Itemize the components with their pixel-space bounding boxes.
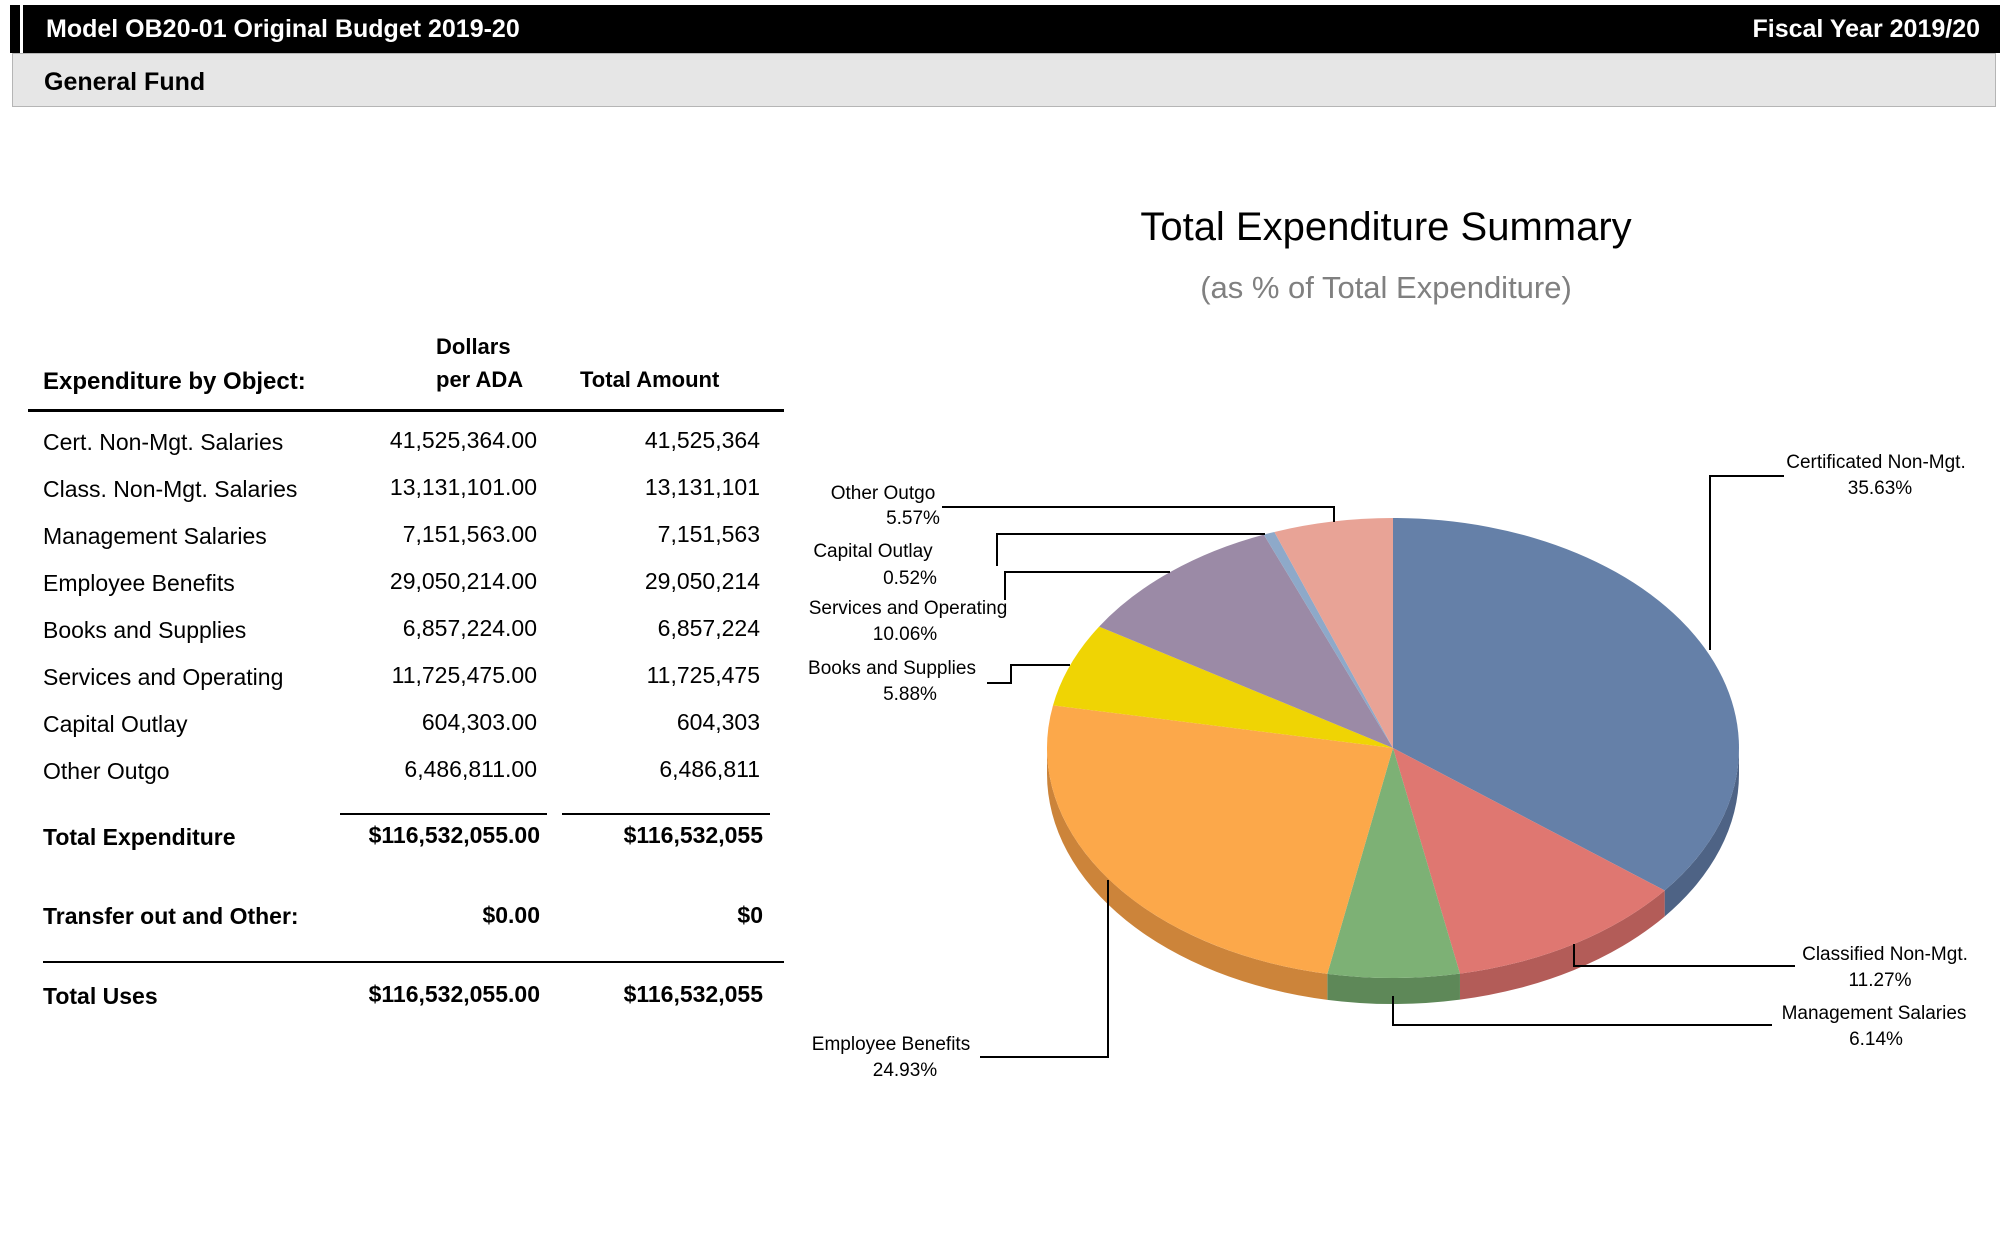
row-total: 6,486,811 [659,756,760,782]
row-label: Management Salaries [43,523,267,549]
column-header-total-amount: Total Amount [580,367,720,392]
pie-slice-percent-label: 11.27% [1848,970,1911,991]
leader-line [942,506,1335,522]
row-total: 7,151,563 [657,521,760,547]
pie-3d-sides [1047,748,1739,1004]
pie-slice-percent-label: 6.14% [1849,1029,1903,1050]
total-expenditure-label: Total Expenditure [43,824,236,850]
total-expenditure-total: $116,532,055 [623,822,763,848]
row-per-ada: 6,857,224.00 [402,615,537,641]
leader-line [1392,996,1772,1026]
pie-labels: Certificated Non-Mgt. 35.63% Classified No… [808,452,1968,1081]
pie-slice [1393,518,1739,891]
column-header-dollars: Dollars [436,334,511,359]
row-label: Class. Non-Mgt. Salaries [43,476,298,502]
total-uses-label: Total Uses [43,983,158,1009]
pie-slice-name-label: Certificated Non-Mgt. [1786,452,1966,473]
chart-subtitle: (as % of Total Expenditure) [1200,270,1572,305]
fund-name: General Fund [44,68,206,96]
leader-line [980,880,1109,1058]
row-total: 13,131,101 [644,474,760,500]
pie-slice-percent-label: 0.52% [883,568,937,589]
pie-slice-name-label: Services and Operating [809,598,1008,619]
pie-slice-side [1664,748,1739,917]
row-total: 29,050,214 [644,568,760,594]
row-per-ada: 7,151,563.00 [402,521,537,547]
pie-slice-percent-label: 35.63% [1848,478,1913,499]
leader-line [1709,475,1784,650]
fund-subheader-bar: General Fund [12,53,1996,107]
chart-title: Total Expenditure Summary [1140,205,1631,249]
row-per-ada: 29,050,214.00 [389,568,537,594]
total-expenditure-per-ada: $116,532,055.00 [368,822,540,848]
leader-line [1573,944,1795,967]
pie-slice-name-label: Capital Outlay [813,541,933,562]
pie-slice [1047,705,1393,974]
transfer-out-total: $0 [737,902,763,928]
leader-line [996,533,1265,566]
total-uses-divider [43,961,784,963]
pie-slice-percent-label: 5.57% [886,508,940,529]
pie-leader-lines [942,475,1795,1058]
pie-slice [1327,748,1460,978]
pie-slice-name-label: Other Outgo [831,483,936,504]
row-per-ada: 13,131,101.00 [389,474,537,500]
pie-slice-side [1327,973,1460,1004]
row-label: Capital Outlay [43,711,188,737]
row-label: Books and Supplies [43,617,247,643]
total-uses-per-ada: $116,532,055.00 [368,981,540,1007]
row-total: 6,857,224 [657,615,760,641]
fiscal-year-label: Fiscal Year 2019/20 [1752,15,1980,43]
pie-slice-side [1459,890,1665,1000]
pie-slice-percent-label: 10.06% [873,624,938,645]
row-total: 11,725,475 [646,662,760,688]
report-header-bar: Model OB20-01 Original Budget 2019-20 Fi… [10,5,2000,53]
pie-slice-name-label: Books and Supplies [808,658,976,679]
subtotal-rule-per-ada [340,813,547,815]
pie-slice-name-label: Management Salaries [1782,1003,1967,1024]
row-per-ada: 41,525,364.00 [389,427,537,453]
row-label: Cert. Non-Mgt. Salaries [43,429,284,455]
header-divider [28,409,784,412]
pie-slice-side [1047,748,1328,1000]
row-per-ada: 604,303.00 [421,709,537,735]
pie-slice [1053,626,1393,748]
transfer-out-label: Transfer out and Other: [43,903,299,929]
pie-slice-percent-label: 5.88% [883,684,937,705]
total-uses-total: $116,532,055 [623,981,763,1007]
row-total: 604,303 [676,709,760,735]
row-label: Other Outgo [43,758,170,784]
row-per-ada: 11,725,475.00 [391,662,537,688]
transfer-out-per-ada: $0.00 [482,902,540,928]
pie-slice [1263,531,1393,748]
pie-slice [1099,534,1393,748]
column-header-per-ada: per ADA [436,367,524,392]
row-label: Services and Operating [43,664,284,690]
row-per-ada: 6,486,811.00 [404,756,537,782]
section-label: Expenditure by Object: [43,368,306,395]
leader-line [987,664,1070,684]
pie-slice [1393,748,1665,974]
pie-slice-name-label: Classified Non-Mgt. [1802,944,1968,965]
row-total: 41,525,364 [644,427,760,453]
report-title: Model OB20-01 Original Budget 2019-20 [46,15,520,43]
subtotal-rule-total [562,813,770,815]
pie-slice [1274,518,1393,748]
leader-line [1004,571,1170,600]
pie-slices [1047,518,1739,978]
row-label: Employee Benefits [43,570,235,596]
pie-slice-percent-label: 24.93% [873,1060,938,1081]
pie-slice-name-label: Employee Benefits [812,1034,970,1055]
header-accent-line [20,5,23,53]
